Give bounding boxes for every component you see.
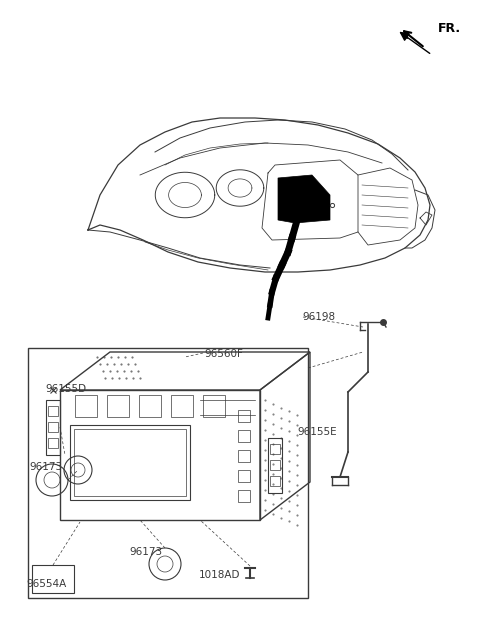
Text: 96560F: 96560F <box>204 349 243 359</box>
Bar <box>270 460 280 470</box>
Text: 96155E: 96155E <box>298 427 337 437</box>
Bar <box>74 429 186 496</box>
Bar <box>48 422 58 432</box>
Text: 96173: 96173 <box>130 547 163 558</box>
Bar <box>238 470 250 482</box>
Text: 1018AD: 1018AD <box>199 570 240 580</box>
Bar <box>75 395 97 417</box>
Text: 96554A: 96554A <box>26 579 67 589</box>
Bar <box>139 395 161 417</box>
Bar <box>268 438 282 493</box>
Bar <box>48 406 58 416</box>
Bar <box>270 444 280 454</box>
Bar <box>48 438 58 448</box>
Text: 96173: 96173 <box>30 462 63 472</box>
Bar <box>28 348 308 598</box>
Bar <box>270 476 280 486</box>
Bar <box>70 425 190 500</box>
Text: FR.: FR. <box>438 22 461 34</box>
Bar <box>32 565 74 593</box>
Bar <box>238 410 250 422</box>
Bar <box>60 390 260 520</box>
Bar <box>238 490 250 502</box>
Text: 96155D: 96155D <box>46 384 87 394</box>
Bar <box>238 450 250 462</box>
Bar <box>171 395 193 417</box>
Bar <box>238 430 250 442</box>
Bar <box>46 400 60 455</box>
Polygon shape <box>278 175 330 223</box>
Bar <box>203 395 225 417</box>
Text: 96198: 96198 <box>302 312 336 323</box>
Bar <box>107 395 129 417</box>
